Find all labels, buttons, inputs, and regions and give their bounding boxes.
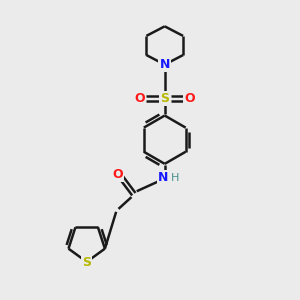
Text: O: O [184,92,195,105]
Text: O: O [112,168,123,181]
Text: H: H [171,173,179,183]
Text: N: N [158,172,168,184]
Text: O: O [134,92,145,105]
Text: S: S [160,92,169,105]
Text: S: S [82,256,91,269]
Text: N: N [160,58,170,71]
